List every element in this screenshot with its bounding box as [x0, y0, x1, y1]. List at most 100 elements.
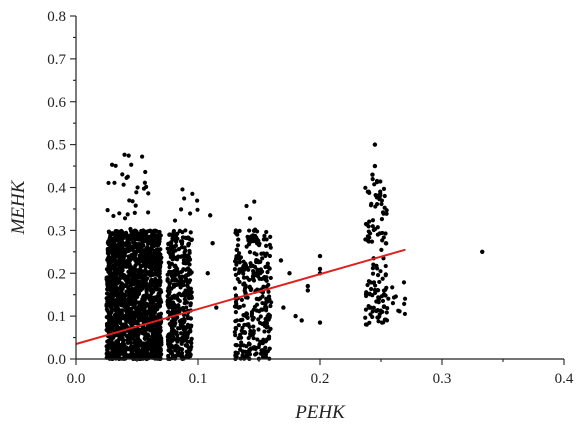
data-point — [146, 191, 151, 196]
data-point — [178, 331, 184, 336]
data-point — [147, 287, 153, 293]
data-point — [184, 305, 189, 310]
data-point — [370, 172, 375, 177]
data-point — [167, 301, 172, 306]
data-point — [124, 240, 130, 245]
data-point — [165, 272, 170, 277]
data-point — [145, 332, 150, 337]
data-point — [254, 270, 260, 276]
data-points — [104, 142, 485, 362]
data-point — [377, 295, 382, 300]
data-point — [170, 309, 176, 314]
data-point — [236, 237, 241, 242]
data-point — [254, 296, 259, 301]
data-point — [241, 275, 247, 280]
data-point — [156, 291, 161, 296]
data-point — [157, 283, 162, 288]
data-point — [242, 349, 248, 354]
data-point — [370, 309, 375, 314]
data-point — [137, 305, 142, 310]
data-point — [373, 193, 378, 198]
data-point — [378, 269, 383, 274]
data-point — [233, 259, 238, 264]
data-point — [113, 292, 118, 298]
data-point — [252, 199, 257, 204]
data-point — [244, 203, 249, 209]
data-point — [181, 235, 186, 240]
data-point — [173, 248, 178, 253]
data-point — [147, 281, 153, 287]
data-point — [142, 298, 147, 303]
data-point — [107, 352, 112, 358]
data-point — [155, 286, 160, 291]
data-point — [381, 292, 387, 297]
data-point — [133, 352, 138, 357]
data-point — [187, 250, 192, 256]
data-point — [380, 238, 385, 243]
data-point — [377, 231, 382, 236]
data-point — [258, 259, 263, 264]
data-point — [244, 344, 249, 349]
data-point — [132, 302, 137, 307]
data-point — [130, 347, 135, 352]
data-point — [363, 185, 368, 190]
data-point — [265, 270, 270, 275]
data-point — [127, 254, 132, 259]
data-point — [268, 245, 273, 250]
data-point — [368, 305, 373, 310]
data-point — [138, 354, 143, 360]
data-point — [106, 283, 111, 288]
data-point — [154, 333, 159, 339]
data-point — [178, 270, 183, 275]
data-point — [124, 306, 129, 312]
data-point — [195, 207, 200, 212]
data-point — [371, 305, 376, 310]
data-point — [115, 233, 120, 238]
data-point — [260, 256, 265, 261]
data-point — [262, 329, 267, 334]
data-point — [132, 210, 137, 215]
data-point — [172, 218, 178, 223]
data-point — [383, 273, 388, 278]
data-point — [165, 246, 170, 251]
data-point — [369, 286, 374, 292]
data-point — [265, 299, 270, 304]
data-point — [146, 210, 151, 215]
data-point — [386, 296, 391, 301]
data-point — [186, 255, 192, 260]
data-point — [258, 314, 263, 319]
data-point — [241, 303, 246, 308]
data-point — [239, 297, 244, 302]
data-point — [305, 288, 310, 293]
x-tick-label: 0.1 — [189, 371, 208, 387]
data-point — [173, 243, 179, 248]
data-point — [169, 329, 174, 334]
y-tick-label: 0.2 — [47, 266, 66, 282]
data-point — [167, 305, 172, 310]
regression-line — [75, 248, 406, 345]
y-axis-title: MEHK — [8, 179, 29, 235]
data-point — [176, 292, 181, 297]
x-tick-label: 0.4 — [555, 371, 574, 387]
data-point — [370, 266, 376, 271]
data-point — [244, 275, 250, 280]
data-point — [234, 247, 239, 252]
data-point — [133, 203, 138, 208]
data-point — [155, 243, 161, 248]
data-point — [141, 248, 146, 253]
data-point — [257, 241, 262, 246]
y-tick-label: 0.0 — [47, 352, 66, 368]
data-point — [182, 318, 187, 323]
data-point — [253, 227, 258, 232]
data-point — [251, 271, 256, 276]
data-point — [127, 307, 132, 312]
x-tick-label: 0.0 — [67, 371, 86, 387]
data-point — [189, 295, 194, 301]
y-tick-label: 0.8 — [47, 9, 66, 25]
data-point — [114, 321, 119, 326]
data-point — [183, 248, 188, 253]
data-point — [187, 236, 192, 242]
y-tick-label: 0.6 — [47, 95, 66, 111]
data-point — [113, 163, 118, 168]
y-tick-label: 0.3 — [47, 223, 66, 239]
